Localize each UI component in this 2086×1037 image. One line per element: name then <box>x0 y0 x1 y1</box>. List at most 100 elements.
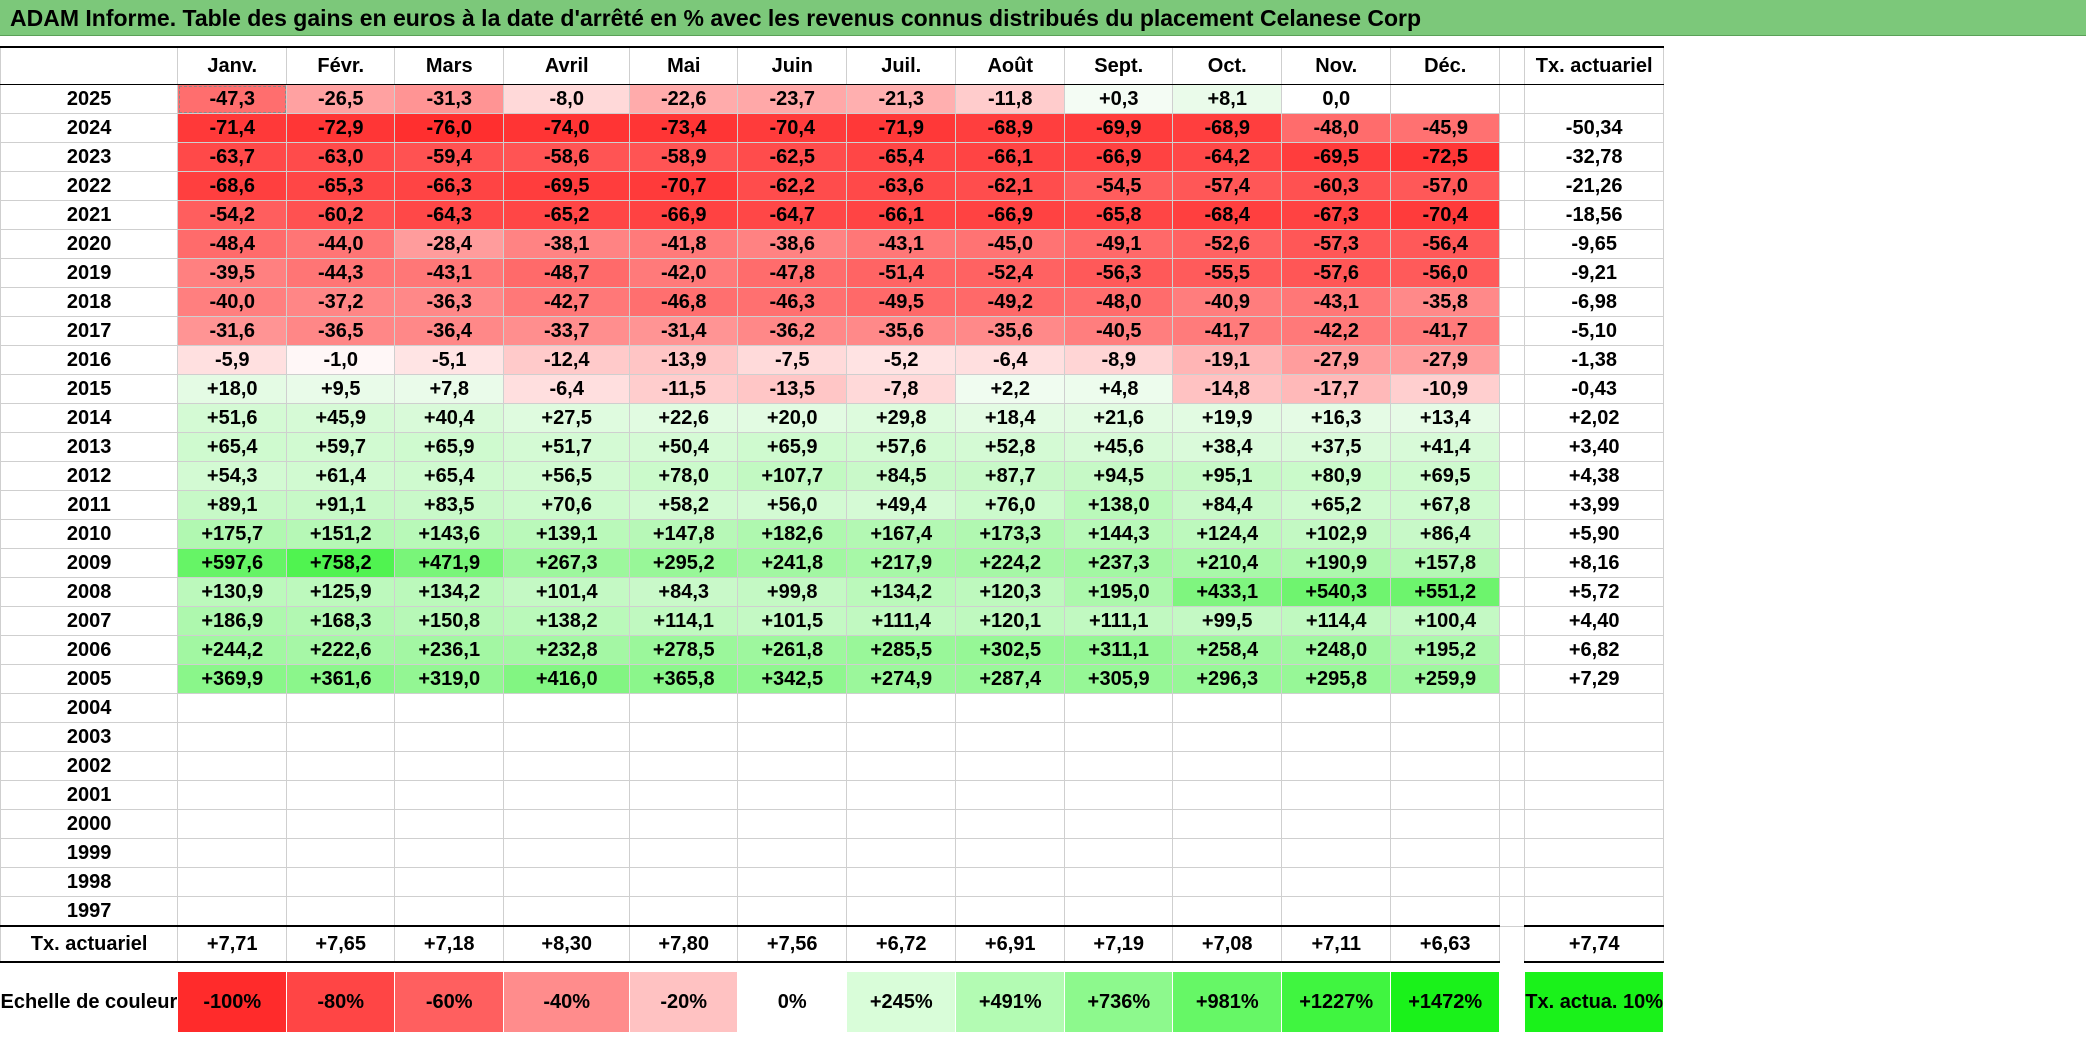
table-row: 2022 -68,6 -65,3 -66,3 -69,5 -70,7 -62,2 -63,6-… <box>0 171 1665 201</box>
page-title: ADAM Informe. Table des gains en euros à… <box>0 0 2086 36</box>
return-cell: -47,8 <box>737 258 848 288</box>
return-cell: -5,9 <box>177 345 288 375</box>
return-cell: -36,3 <box>394 287 505 317</box>
return-cell: -45,0 <box>955 229 1066 259</box>
return-cell <box>286 780 396 810</box>
tx-actuariel-cell <box>1524 867 1665 897</box>
return-cell: -13,5 <box>737 374 848 404</box>
return-cell: -49,5 <box>846 287 957 317</box>
return-cell: -1,0 <box>286 345 396 375</box>
year-label: 2019 <box>0 258 179 288</box>
return-cell: -35,6 <box>846 316 957 346</box>
return-cell: +65,9 <box>737 432 848 462</box>
return-cell <box>503 693 631 723</box>
return-cell: +551,2 <box>1390 577 1501 607</box>
year-label: 2002 <box>0 751 179 781</box>
tx-actuariel-cell: -0,43 <box>1524 374 1665 404</box>
month-header: Sept. <box>1064 46 1174 85</box>
return-cell <box>846 722 957 752</box>
return-cell <box>503 722 631 752</box>
return-cell <box>286 693 396 723</box>
year-label: 2008 <box>0 577 179 607</box>
return-cell: -36,5 <box>286 316 396 346</box>
month-header-row: Janv. Févr. Mars Avril Mai Juin Juil. Ao… <box>0 46 1665 85</box>
return-cell: +89,1 <box>177 490 288 520</box>
tx-actuariel-cell: -18,56 <box>1524 200 1665 230</box>
return-cell <box>1064 722 1174 752</box>
spacer-cell <box>0 962 1664 972</box>
year-label: 2000 <box>0 809 179 839</box>
return-cell <box>629 867 739 897</box>
table-row: 2004 <box>0 693 1665 723</box>
return-cell: +416,0 <box>503 664 631 694</box>
return-cell <box>1172 751 1283 781</box>
return-cell <box>1390 780 1501 810</box>
return-cell: -70,4 <box>1390 200 1501 230</box>
return-cell: +101,5 <box>737 606 848 636</box>
return-cell: -66,9 <box>629 200 739 230</box>
return-cell: +296,3 <box>1172 664 1283 694</box>
return-cell: +244,2 <box>177 635 288 665</box>
legend-spacer <box>0 962 1664 972</box>
return-cell <box>629 896 739 927</box>
return-cell: -54,2 <box>177 200 288 230</box>
return-cell <box>846 693 957 723</box>
return-cell: +147,8 <box>629 519 739 549</box>
table-row: 2006 +244,2 +222,6 +236,1 +232,8 +278,5 +261,8… <box>0 635 1665 665</box>
return-cell: +195,0 <box>1064 577 1174 607</box>
return-cell <box>955 838 1066 868</box>
legend-step: +736% <box>1064 971 1174 1033</box>
return-cell: +45,9 <box>286 403 396 433</box>
return-cell: -54,5 <box>1064 171 1174 201</box>
legend-step: +981% <box>1172 971 1283 1033</box>
return-cell <box>629 838 739 868</box>
return-cell <box>737 780 848 810</box>
return-cell: -68,9 <box>1172 113 1283 143</box>
return-cell: +319,0 <box>394 664 505 694</box>
legend-step: -80% <box>286 971 396 1033</box>
return-cell: +222,6 <box>286 635 396 665</box>
return-cell: -71,4 <box>177 113 288 143</box>
year-label: 2006 <box>0 635 179 665</box>
return-cell: +236,1 <box>394 635 505 665</box>
return-cell: -65,3 <box>286 171 396 201</box>
return-cell <box>955 722 1066 752</box>
tx-actuariel-cell <box>1524 896 1665 927</box>
corner-cell <box>0 46 179 85</box>
tx-actuariel-cell: -9,21 <box>1524 258 1665 288</box>
year-label: 2023 <box>0 142 179 172</box>
return-cell: -31,3 <box>394 84 505 114</box>
return-cell <box>1064 693 1174 723</box>
return-cell: +38,4 <box>1172 432 1283 462</box>
return-cell: -21,3 <box>846 84 957 114</box>
return-cell <box>177 867 288 897</box>
return-cell: +40,4 <box>394 403 505 433</box>
return-cell: -65,8 <box>1064 200 1174 230</box>
return-cell: +58,2 <box>629 490 739 520</box>
return-cell: -40,9 <box>1172 287 1283 317</box>
column-gap <box>1499 751 1526 781</box>
return-cell: +101,4 <box>503 577 631 607</box>
return-cell: +94,5 <box>1064 461 1174 491</box>
return-cell <box>286 867 396 897</box>
tx-actuariel-cell <box>1524 84 1665 114</box>
return-cell: +540,3 <box>1281 577 1392 607</box>
return-cell <box>177 693 288 723</box>
return-cell: -66,1 <box>846 200 957 230</box>
return-cell: -64,7 <box>737 200 848 230</box>
color-scale-legend: Echelle de couleur -100% -80% -60% -40% -20%… <box>1 971 1665 1033</box>
return-cell: +190,9 <box>1281 548 1392 578</box>
year-label: 1998 <box>0 867 179 897</box>
return-cell: -28,4 <box>394 229 505 259</box>
return-cell <box>177 838 288 868</box>
column-gap <box>1499 664 1526 694</box>
year-label: 2012 <box>0 461 179 491</box>
table-row: 2003 <box>0 722 1665 752</box>
return-cell <box>1064 896 1174 927</box>
column-gap <box>1499 548 1526 578</box>
tx-actuariel-cell <box>1524 722 1665 752</box>
column-gap <box>1499 84 1526 114</box>
return-cell: +91,1 <box>286 490 396 520</box>
return-cell: +157,8 <box>1390 548 1501 578</box>
return-cell: +278,5 <box>629 635 739 665</box>
